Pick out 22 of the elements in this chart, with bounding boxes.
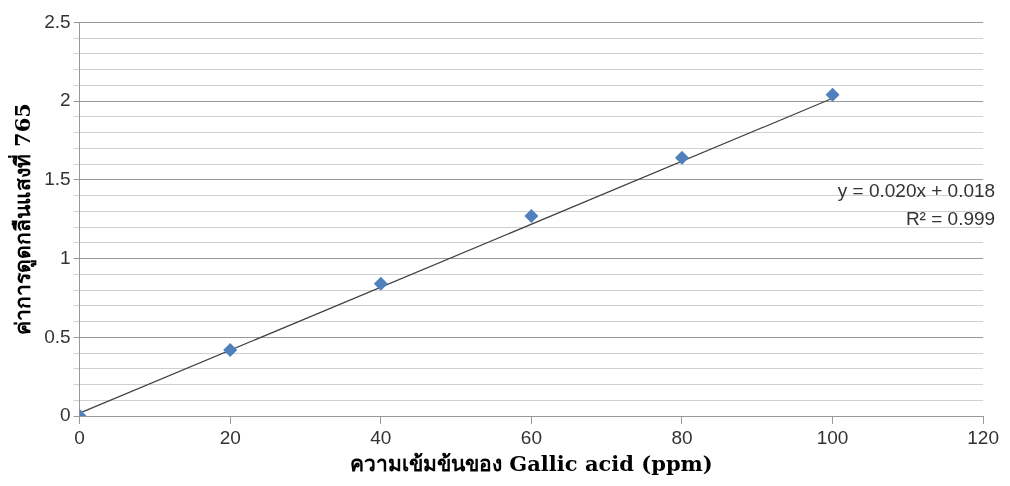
y-axis-title: ค่าการดูดกลืนแสงที่ 765: [7, 103, 38, 336]
x-tick-label: 100: [816, 426, 849, 448]
x-tick-label: 120: [967, 426, 999, 448]
y-tick-label: 1.5: [44, 168, 71, 190]
y-tick-label: 0.5: [44, 325, 71, 347]
annotation: y = 0.020x + 0.018: [837, 179, 996, 201]
point: [524, 209, 539, 224]
point: [373, 276, 388, 291]
x-tick-label: 40: [370, 426, 392, 448]
x-tick-label: 80: [671, 426, 693, 448]
x-tick-label: 20: [219, 426, 241, 448]
point: [825, 87, 840, 102]
x-axis-title: ความเข้มข้นของ Gallic acid (ppm): [350, 450, 713, 476]
point: [223, 342, 238, 357]
y-tick-label: 1: [60, 246, 71, 268]
y-tick-label: 2: [60, 89, 71, 111]
y-tick-label: 0: [60, 404, 71, 426]
point: [674, 150, 689, 165]
y-tick-label: 2.5: [44, 10, 71, 32]
x-tick-label: 0: [74, 426, 85, 448]
annotation: R² = 0.999: [905, 207, 996, 229]
x-tick-label: 60: [520, 426, 542, 448]
